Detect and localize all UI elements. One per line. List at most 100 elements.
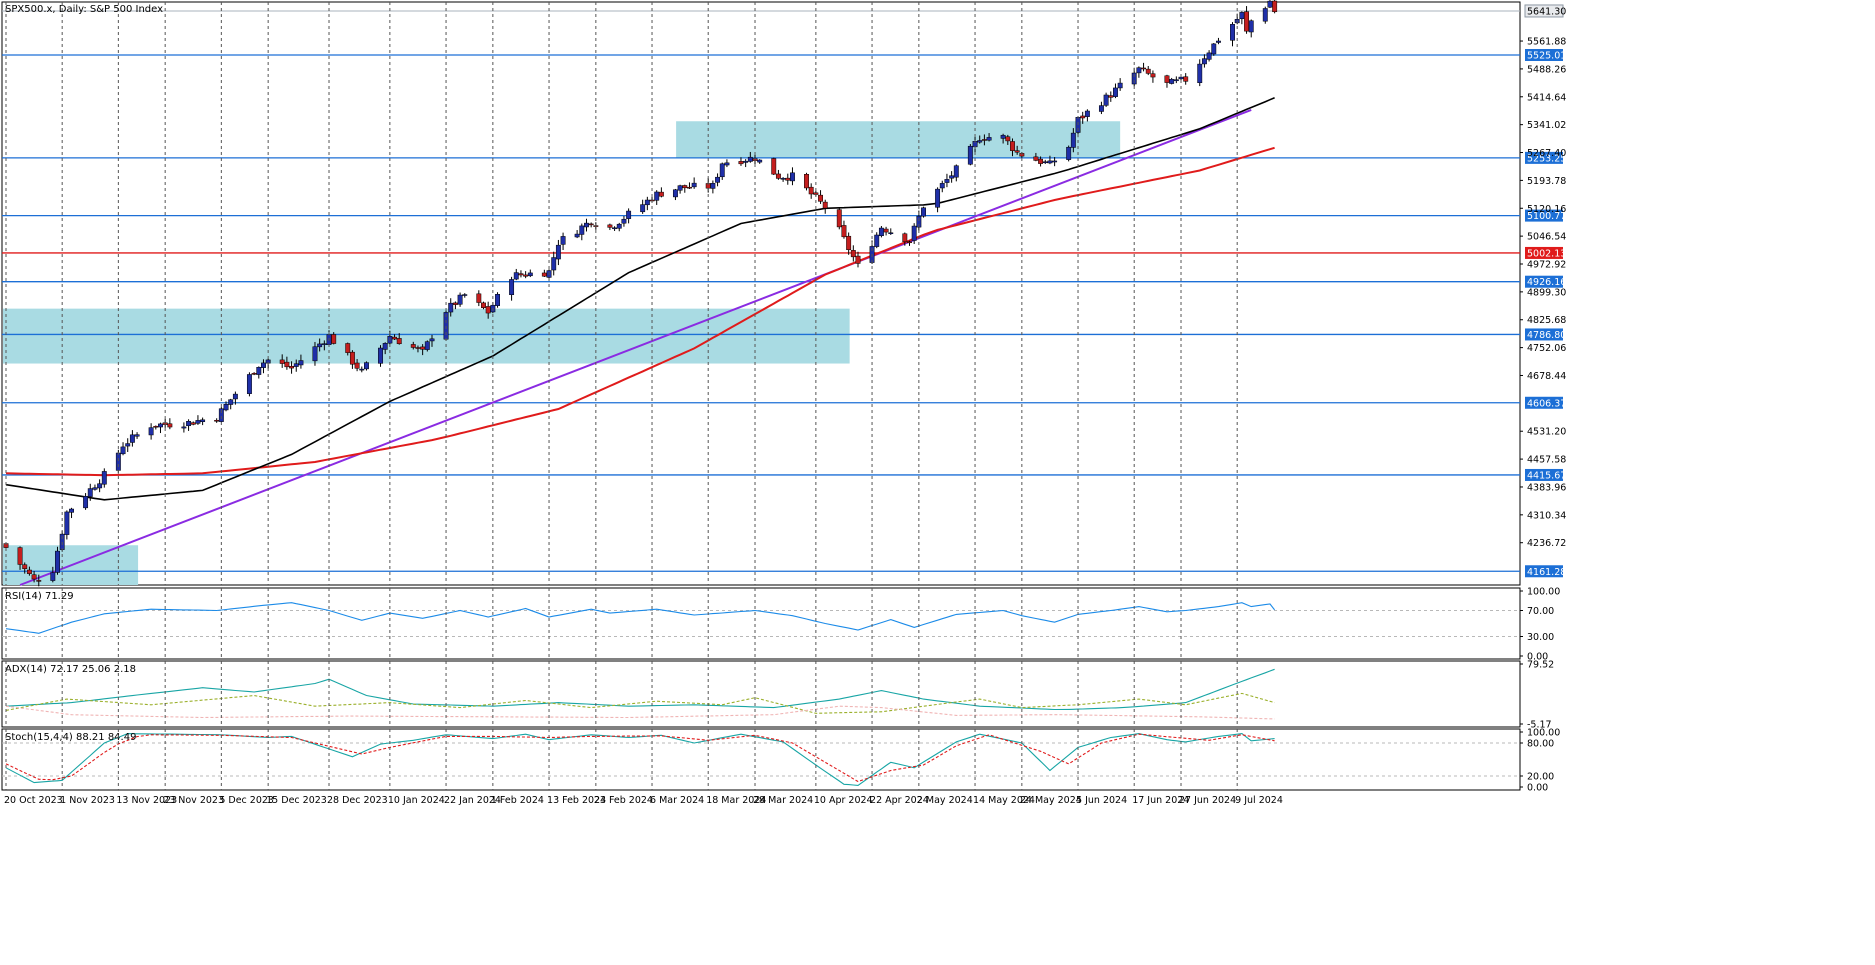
candle-bear (36, 580, 42, 582)
candle-bull (967, 145, 973, 165)
candle-bear (1272, 0, 1278, 13)
candle-bull (261, 362, 266, 368)
candle-bear (518, 273, 524, 276)
y-tick-label: 4236.72 (1527, 538, 1566, 549)
trendline[interactable] (19, 108, 1252, 586)
candle-bear (1080, 115, 1086, 119)
adx-panel[interactable]: 79.52 -5.17 ADX(14) 72.17 25.06 2.18 (1, 660, 1554, 731)
candle-bear (607, 224, 613, 228)
candle-bear (354, 362, 360, 369)
candle-bull (513, 272, 519, 280)
rsi-tick-label: 0.00 (1527, 652, 1548, 663)
rsi-label: RSI(14) 71.29 (5, 591, 74, 602)
candle-bull (710, 183, 716, 189)
level-badge (1525, 396, 1563, 409)
candle-bull (888, 232, 894, 234)
x-tick-label: 1 Feb 2024 (491, 795, 544, 806)
support-zone (676, 121, 1121, 158)
adx-line-0 (5, 668, 1275, 711)
x-tick-label: 18 Mar 2024 (706, 795, 766, 806)
candle-bear (485, 306, 491, 314)
candle-bear (682, 185, 688, 189)
candle-bull (1042, 161, 1048, 163)
candle-bear (1005, 136, 1011, 142)
candle-bear (588, 223, 594, 226)
candle-bull (715, 176, 721, 183)
candle-bull (87, 488, 93, 497)
candle-bull (1113, 87, 1118, 97)
candle-bull (129, 434, 135, 443)
candle-bull (621, 218, 627, 224)
rsi-panel[interactable]: 100.00 70.00 30.00 0.00 RSI(14) 71.29 (1, 587, 1560, 663)
candle-bull (312, 346, 318, 362)
candle-bull (1098, 105, 1104, 112)
y-tick-label: 4383.96 (1527, 482, 1566, 493)
y-tick-label: 4752.06 (1527, 343, 1566, 354)
candle-bull (232, 393, 238, 400)
candle-bull (939, 183, 945, 189)
candle-bull (200, 419, 206, 422)
candle-bull (256, 367, 262, 375)
candle-bull (560, 236, 566, 245)
candle-bull (321, 343, 327, 345)
candle-bull (644, 199, 650, 206)
candle-bull (457, 294, 463, 305)
x-tick-label: 20 Oct 2023 (4, 795, 63, 806)
level-badge (1525, 275, 1563, 288)
candle-bear (1150, 73, 1156, 78)
price-panel[interactable]: 5525.01 5253.25 5100.77 5002.13 4926.16 4786.… (1, 0, 1566, 587)
x-tick-label: 2 May 2024 (917, 795, 973, 806)
y-tick-label: 4678.44 (1527, 371, 1566, 382)
candle-bear (26, 569, 32, 574)
candle-bull (1117, 82, 1123, 89)
candle-bull (97, 483, 103, 489)
candle-bull (1239, 12, 1245, 20)
candle-bull (986, 137, 992, 141)
x-tick-label: 23 Feb 2024 (594, 795, 653, 806)
candle-bull (953, 165, 959, 178)
candle-bear (1145, 68, 1151, 74)
candle-bull (186, 421, 192, 427)
support-zone (3, 308, 850, 364)
level-badge-label: 5002.13 (1527, 248, 1566, 259)
candle-bull (298, 360, 304, 366)
y-tick-label: 5341.02 (1527, 120, 1566, 131)
candle-bull (223, 404, 229, 411)
y-tick-label: 5193.78 (1527, 176, 1566, 187)
candle-bear (190, 422, 196, 425)
stoch-frame (1, 728, 1521, 791)
candle-bull (640, 204, 646, 213)
candle-bull (584, 222, 589, 228)
candle-bear (523, 274, 529, 277)
last-price-badge (1524, 4, 1564, 18)
x-tick-label: 10 Apr 2024 (814, 795, 873, 806)
candle-bull (1267, 0, 1273, 8)
y-tick-label: 4899.30 (1527, 287, 1566, 298)
candle-bear (349, 351, 355, 365)
level-badge-label: 4786.80 (1527, 330, 1566, 341)
level-badge-label: 5100.77 (1527, 211, 1566, 222)
candle-bear (22, 564, 28, 569)
candle-bull (195, 420, 201, 424)
candle-bull (1047, 160, 1053, 164)
candle-bull (1103, 94, 1109, 106)
level-badge (1525, 151, 1563, 164)
y-tick-label: 4825.68 (1527, 315, 1566, 326)
level-badge (1525, 468, 1563, 481)
stoch-tick-label: 0.00 (1527, 783, 1548, 794)
candle-bear (284, 361, 290, 368)
candle-bull (1201, 58, 1207, 65)
level-badge (1525, 565, 1563, 578)
candle-bear (481, 302, 486, 308)
candle-bear (452, 302, 458, 305)
candle-bull (612, 227, 618, 230)
x-tick-label: 14 May 2024 (973, 795, 1035, 806)
candle-bear (167, 423, 173, 428)
candle-bear (907, 241, 912, 244)
chart-title: SPX500.x, Daily: S&P 500 Index (5, 4, 163, 15)
candle-bull (757, 159, 763, 163)
candle-bull (115, 452, 121, 471)
